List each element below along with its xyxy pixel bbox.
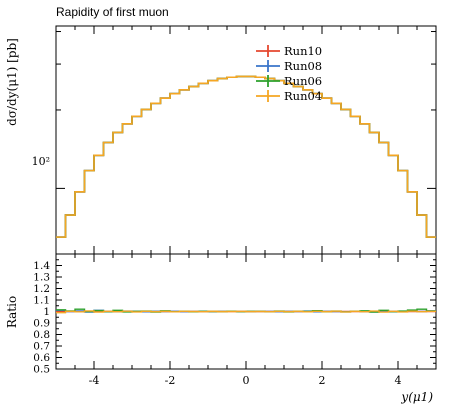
main-series-line <box>56 75 436 238</box>
main-series-line <box>56 75 436 238</box>
legend-item: Run04 <box>256 89 322 103</box>
ratio-y-tick-label: 1.4 <box>33 260 50 272</box>
x-tick-label: 4 <box>395 374 402 387</box>
x-tick-label: 0 <box>243 374 250 387</box>
x-tick-label: -4 <box>89 374 100 387</box>
legend-label: Run04 <box>284 89 322 103</box>
main-series-line <box>56 75 436 238</box>
legend-label: Run06 <box>284 74 322 88</box>
main-series-group <box>56 75 436 238</box>
legend-label: Run08 <box>284 59 322 73</box>
ratio-axis-ticks: 0.50.60.70.80.911.11.21.31.4 -4 -2 0 2 4 <box>33 254 437 387</box>
ratio-series-line <box>56 310 436 314</box>
main-axis-ticks <box>55 26 437 254</box>
ratio-y-tick-label: 1.1 <box>33 295 50 307</box>
legend-item: Run06 <box>256 74 322 88</box>
ratio-y-tick-label: 1 <box>43 306 50 318</box>
legend-item: Run08 <box>256 59 322 73</box>
ratio-y-tick-label: 0.7 <box>33 341 50 353</box>
x-tick-label: 2 <box>319 374 326 387</box>
main-y-tick-label: 10² <box>32 155 50 168</box>
main-series-line <box>56 75 436 238</box>
legend-item: Run10 <box>256 44 322 58</box>
ratio-y-tick-label: 0.8 <box>33 329 50 341</box>
x-axis-label: y(μ1) <box>400 390 433 404</box>
ratio-series-group <box>56 308 436 314</box>
x-tick-label: -2 <box>165 374 176 387</box>
ratio-y-tick-label: 0.5 <box>33 364 50 376</box>
chart-title: Rapidity of first muon <box>56 5 169 19</box>
ratio-y-tick-label: 1.2 <box>33 283 50 295</box>
ratio-y-axis-label: Ratio <box>5 296 19 328</box>
ratio-y-tick-label: 0.6 <box>33 352 50 364</box>
ratio-y-tick-label: 1.3 <box>33 272 50 284</box>
ratio-y-tick-label: 0.9 <box>33 318 50 330</box>
legend-label: Run10 <box>284 44 322 58</box>
main-y-axis-label: dσ/dy(μ1) [pb] <box>5 38 19 126</box>
